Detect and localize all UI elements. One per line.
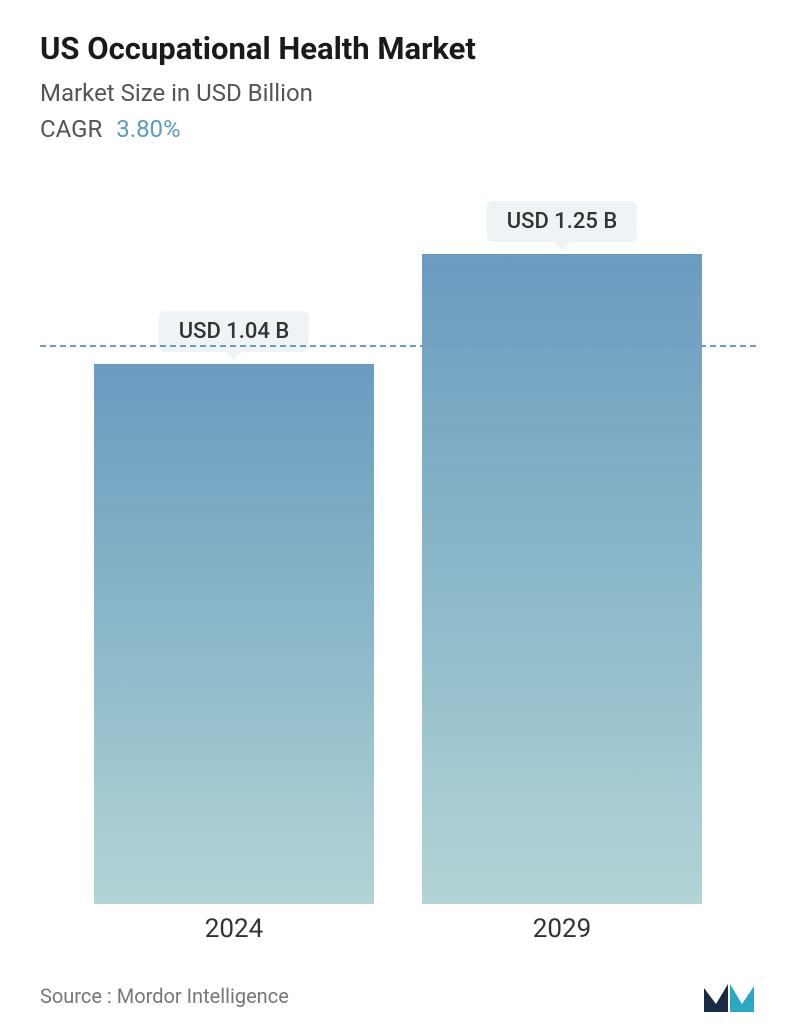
reference-line	[40, 345, 756, 347]
chart-area: USD 1.04 B USD 1.25 B 2024 2029	[40, 173, 756, 944]
mordor-logo-icon	[702, 978, 756, 1014]
bar-1	[422, 254, 702, 904]
value-label-1: USD 1.25 B	[487, 201, 638, 242]
chart-subtitle: Market Size in USD Billion	[40, 79, 756, 107]
x-label-0: 2024	[94, 900, 374, 944]
chart-container: US Occupational Health Market Market Siz…	[0, 0, 796, 1034]
cagr-label: CAGR	[40, 115, 102, 143]
bar-group-1: USD 1.25 B	[422, 201, 702, 904]
x-label-1: 2029	[422, 900, 702, 944]
x-labels: 2024 2029	[40, 900, 756, 944]
cagr-row: CAGR 3.80%	[40, 115, 756, 143]
bars-wrap: USD 1.04 B USD 1.25 B	[40, 173, 756, 904]
bar-group-0: USD 1.04 B	[94, 311, 374, 904]
bar-0	[94, 364, 374, 904]
footer: Source : Mordor Intelligence	[40, 964, 756, 1014]
cagr-value: 3.80%	[116, 115, 180, 143]
chart-title: US Occupational Health Market	[40, 30, 756, 67]
source-text: Source : Mordor Intelligence	[40, 984, 289, 1008]
